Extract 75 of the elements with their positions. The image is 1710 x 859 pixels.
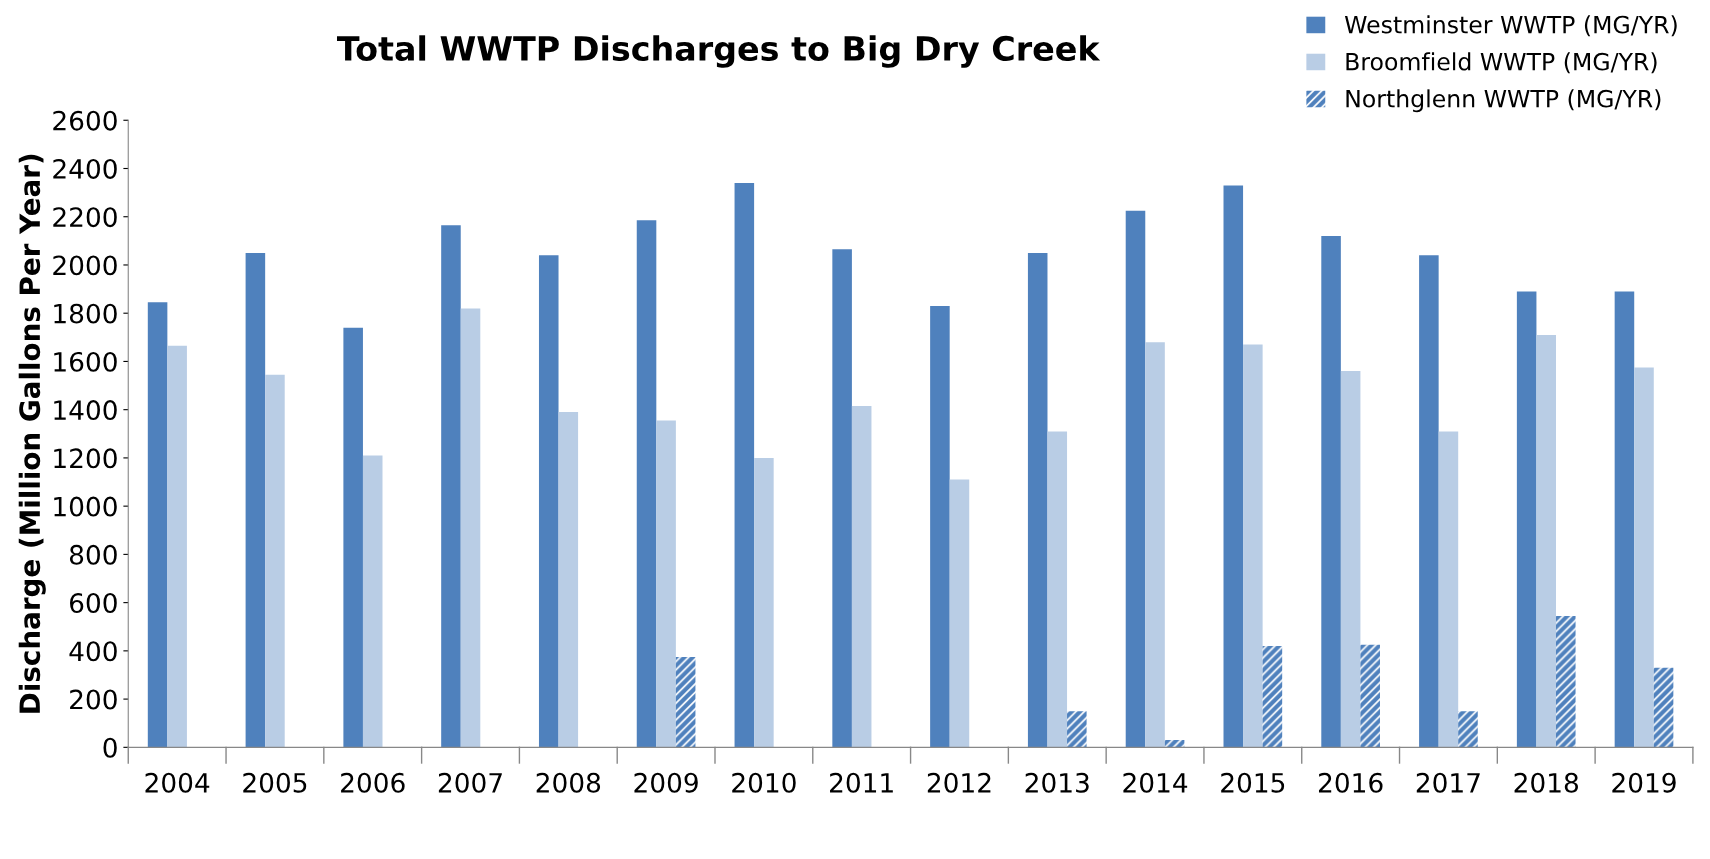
- y-tick-label: 2400: [53, 158, 117, 179]
- y-tick-label: 1600: [54, 351, 117, 372]
- y-tick-label: 1000: [54, 496, 117, 517]
- x-tick-label: 2006: [341, 772, 405, 793]
- bar: [636, 220, 657, 748]
- chart-title: Total WWTP Discharges to Big Dry Creek: [337, 35, 1101, 68]
- bar: [1340, 371, 1361, 748]
- y-tick-label: 2600: [53, 110, 117, 131]
- y-tick-label: 1400: [54, 400, 117, 421]
- bar: [754, 457, 774, 748]
- x-tick-label: 2010: [732, 772, 796, 793]
- bar: [1634, 367, 1654, 748]
- bar: [656, 420, 676, 748]
- x-tick-label: 2008: [536, 772, 601, 793]
- legend-label: Northglenn WWTP (MG/YR): [1346, 89, 1661, 113]
- y-tick-label: 2200: [53, 207, 117, 228]
- x-tick-label: 2013: [1025, 772, 1089, 793]
- bar: [1536, 334, 1556, 748]
- bar: [1438, 431, 1459, 748]
- bar: [538, 255, 559, 748]
- x-tick-label: 2014: [1123, 772, 1188, 793]
- x-tick-label: 2019: [1612, 772, 1676, 793]
- y-tick-label: 600: [70, 593, 117, 614]
- legend-label: Westminster WWTP (MG/YR): [1344, 15, 1677, 37]
- bar: [1360, 644, 1380, 748]
- y-tick-label: 0: [103, 737, 117, 758]
- x-tick-label: 2012: [927, 772, 991, 793]
- bar: [1653, 667, 1674, 748]
- bar: [832, 249, 852, 748]
- bar: [930, 305, 950, 748]
- y-tick-label: 1200: [54, 448, 117, 469]
- y-tick-label: 400: [69, 641, 117, 662]
- y-tick-label: 2000: [53, 255, 117, 276]
- x-tick-label: 2017: [1416, 772, 1480, 793]
- y-axis-title: Discharge (Million Gallons Per Year): [18, 154, 46, 713]
- x-tick-label: 2018: [1514, 772, 1578, 793]
- bar: [460, 308, 481, 748]
- bar: [362, 455, 383, 748]
- bar: [851, 406, 872, 748]
- bar: [1262, 646, 1283, 748]
- bar: [167, 345, 187, 748]
- x-tick-label: 2004: [145, 772, 210, 793]
- bar: [1047, 431, 1068, 748]
- bar: [245, 252, 266, 748]
- bar: [1125, 210, 1146, 748]
- bar: [734, 182, 755, 748]
- bar: [1614, 291, 1635, 748]
- bar: [1419, 255, 1439, 748]
- bar: [1321, 236, 1341, 748]
- bar: [1555, 615, 1576, 748]
- x-tick-label: 2009: [634, 772, 698, 793]
- bar: [1458, 711, 1478, 748]
- bar: [949, 479, 970, 748]
- bar: [1067, 711, 1087, 748]
- bar: [343, 327, 363, 748]
- bar: [558, 412, 579, 748]
- x-tick-label: 2007: [438, 772, 502, 793]
- bar: [1027, 252, 1048, 748]
- y-tick-label: 1800: [54, 303, 117, 324]
- bar: [1223, 185, 1244, 748]
- legend-label: Broomfield WWTP (MG/YR): [1346, 52, 1657, 74]
- bar: [441, 225, 461, 748]
- bar: [1145, 342, 1165, 748]
- x-tick-label: 2011: [830, 772, 893, 793]
- bar: [675, 656, 696, 748]
- x-tick-label: 2016: [1318, 772, 1383, 793]
- x-tick-label: 2005: [243, 772, 307, 793]
- bar: [1516, 291, 1537, 748]
- bar: [1243, 344, 1263, 748]
- y-tick-label: 800: [69, 544, 117, 565]
- bar: [147, 302, 168, 748]
- bar: [1164, 740, 1185, 748]
- x-tick-label: 2015: [1221, 772, 1285, 793]
- y-tick-label: 200: [70, 689, 117, 710]
- bar: [265, 374, 285, 748]
